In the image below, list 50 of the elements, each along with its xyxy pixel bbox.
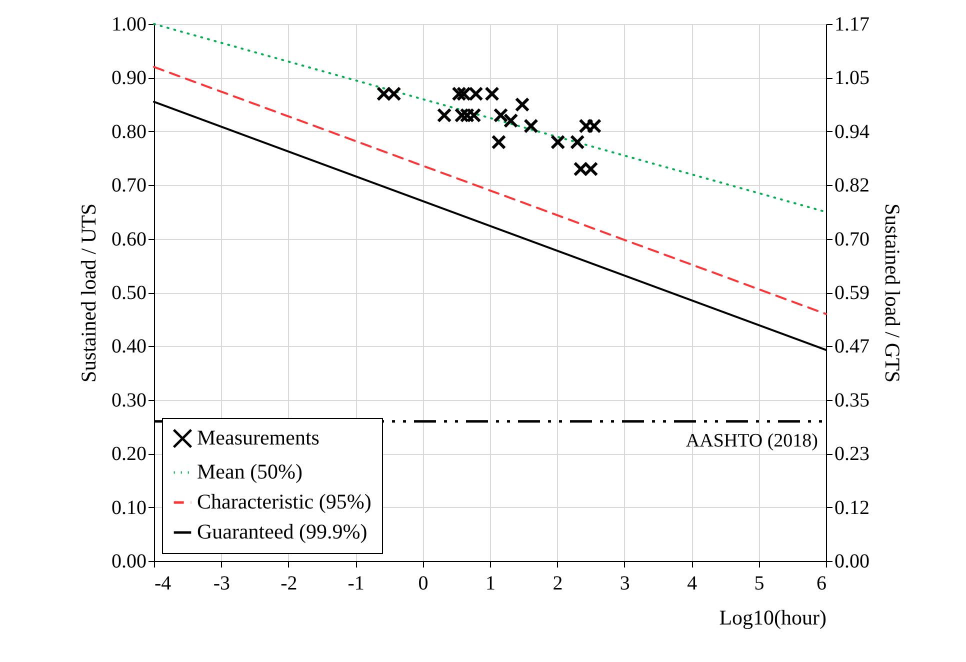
x-tick-label: -4 (154, 572, 172, 594)
y2-tick-label: 0.82 (834, 174, 870, 197)
x-tick-label: 1 (486, 572, 496, 594)
legend-label: Mean (50%) (197, 460, 303, 484)
y-tick-label: 0.50 (112, 282, 146, 304)
legend-label: Characteristic (95%) (197, 490, 372, 514)
y-tick-label: 0.30 (112, 389, 146, 412)
point (460, 108, 475, 123)
point (493, 108, 508, 123)
x-tick-label: -1 (348, 572, 364, 594)
y-tick-label: 0.40 (112, 336, 146, 358)
y2-tick-label: 0.59 (834, 282, 870, 304)
y-tick-label: 0.90 (112, 67, 146, 90)
point (524, 118, 538, 134)
legend-label: Measurements (197, 426, 320, 450)
y2-tick-label: 0.35 (834, 389, 870, 412)
ref-line-label: AASHTO (2018) (686, 430, 818, 452)
x-tick-label: -2 (280, 572, 298, 594)
point (491, 134, 506, 150)
y2-axis-title: Sustained load / GTS (880, 203, 904, 383)
x-axis-title: Log10(hour) (719, 606, 826, 630)
point (436, 108, 452, 123)
y2-tick-label: 0.00 (834, 550, 870, 572)
y2-tick-label: 1.17 (834, 14, 870, 36)
legend-label: Guaranteed (99.9%) (197, 520, 368, 544)
y2-tick-label: 0.12 (834, 496, 870, 519)
y2-tick-label: 1.05 (834, 67, 870, 90)
x-tick-label: -3 (213, 572, 230, 594)
y2-tick-label: 0.94 (834, 120, 870, 143)
y2-tick-label: 0.70 (834, 228, 870, 250)
x-tick-label: 2 (552, 572, 563, 594)
point (503, 113, 518, 128)
y-tick-label: 0.00 (112, 550, 146, 572)
x-tick-label: 0 (418, 572, 428, 594)
y-axis-title: Sustained load / UTS (76, 203, 100, 383)
point (550, 134, 566, 150)
y-tick-label: 0.10 (112, 496, 146, 519)
y-tick-label: 0.80 (112, 120, 146, 143)
y2-tick-label: 0.47 (834, 336, 870, 358)
y-tick-label: 0.70 (112, 174, 146, 197)
point (514, 97, 530, 112)
x-tick-label: 4 (687, 572, 698, 594)
y-tick-label: 1.00 (112, 14, 146, 36)
x-tick-label: 3 (620, 572, 630, 594)
y2-tick-label: 0.23 (834, 443, 870, 466)
x-tick-label: 6 (816, 572, 826, 594)
x-tick-label: 5 (754, 572, 764, 594)
point (570, 134, 585, 150)
y-tick-label: 0.60 (112, 228, 146, 250)
y-tick-label: 0.20 (112, 443, 146, 466)
